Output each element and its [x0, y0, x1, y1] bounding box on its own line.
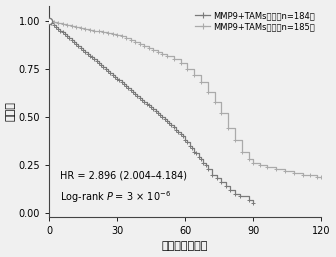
X-axis label: 总生存率（月）: 总生存率（月） [162, 241, 208, 251]
Text: Log-rank $P$ = 3 × 10$^{-6}$: Log-rank $P$ = 3 × 10$^{-6}$ [60, 189, 171, 205]
Legend: MMP9+TAMs高组（n=184）, MMP9+TAMs低组（n=185）: MMP9+TAMs高组（n=184）, MMP9+TAMs低组（n=185） [194, 10, 317, 33]
Y-axis label: 生存率: 生存率 [6, 101, 15, 121]
Text: HR = 2.896 (2.004–4.184): HR = 2.896 (2.004–4.184) [60, 170, 187, 180]
